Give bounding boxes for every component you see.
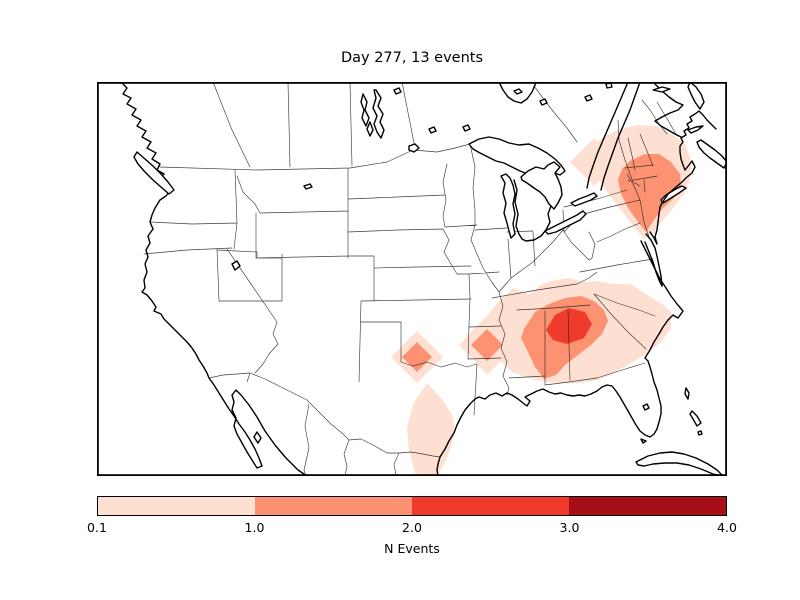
nova-scotia	[696, 139, 727, 169]
vancouver-island	[133, 151, 175, 195]
long-island	[660, 185, 687, 204]
lake-erie	[544, 210, 587, 235]
new-england-coastline	[661, 110, 717, 204]
region-arkansas-level2-diamond	[471, 329, 503, 361]
delaware-bay-nj-coast	[645, 202, 663, 249]
michigan-mitten	[513, 179, 552, 242]
james-bay	[498, 82, 537, 104]
colorbar-tick-1: 1.0	[244, 520, 265, 535]
newfoundland	[687, 82, 705, 110]
lake-of-the-woods	[408, 143, 420, 153]
lake-superior	[468, 136, 566, 177]
akimiski-island	[513, 88, 523, 95]
colorbar-axis-label: N Events	[384, 541, 440, 556]
colorbar-ticks: 0.1 1.0 2.0 3.0 4.0	[0, 520, 800, 538]
chesapeake-bay	[640, 240, 667, 289]
pacific-coastline	[120, 82, 307, 476]
coastlines	[120, 82, 727, 476]
lake-huron	[520, 161, 563, 210]
colorbar-segment-4	[569, 497, 726, 515]
lake-winnipeg	[372, 89, 385, 139]
tiburon-island	[253, 431, 262, 444]
st-lawrence-river	[586, 82, 641, 191]
colorbar-tick-2: 2.0	[402, 520, 422, 535]
map-frame	[97, 82, 727, 476]
colorbar	[97, 496, 727, 516]
cuba	[635, 451, 724, 476]
small-lakes	[231, 82, 613, 271]
colorbar-tick-3: 3.0	[559, 520, 580, 535]
anticosti-island	[652, 86, 671, 93]
plot-title: Day 277, 13 events	[340, 50, 484, 66]
florida-keys	[640, 438, 647, 444]
region-south-texas-level1	[407, 383, 455, 476]
gaspe-peninsula	[654, 83, 684, 138]
map-canvas	[97, 82, 727, 476]
map-axes	[97, 82, 727, 476]
colorbar-segment-3	[412, 497, 569, 515]
lake-manitoba	[366, 121, 374, 137]
gulf-atlantic-coastline	[436, 287, 684, 476]
lake-okeechobee	[642, 403, 650, 411]
lake-michigan	[500, 173, 516, 239]
colorbar-segment-2	[255, 497, 412, 515]
colorbar-tick-4: 4.0	[717, 520, 737, 535]
region-alabama-georgia-level3	[546, 308, 592, 344]
region-newengland-level2	[618, 154, 681, 232]
colorbar-segment-1	[98, 497, 255, 515]
colorbar-tick-0: 0.1	[87, 520, 107, 535]
lake-ontario	[570, 192, 598, 207]
lake-winnipegosis	[360, 93, 370, 127]
prince-edward-island	[687, 125, 704, 134]
bahamas	[684, 387, 703, 436]
